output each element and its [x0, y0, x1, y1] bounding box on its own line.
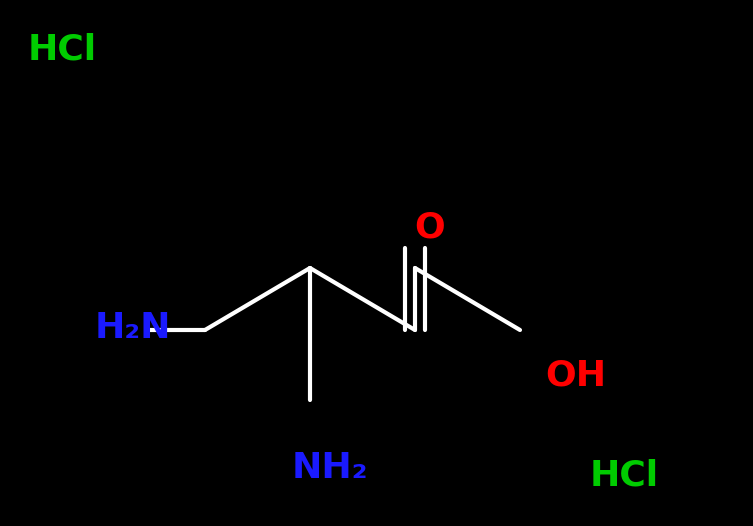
Text: HCl: HCl — [28, 33, 97, 67]
Text: HCl: HCl — [590, 459, 659, 493]
Text: OH: OH — [545, 358, 606, 392]
Text: O: O — [415, 211, 445, 245]
Text: NH₂: NH₂ — [291, 451, 368, 485]
Text: H₂N: H₂N — [95, 311, 172, 345]
